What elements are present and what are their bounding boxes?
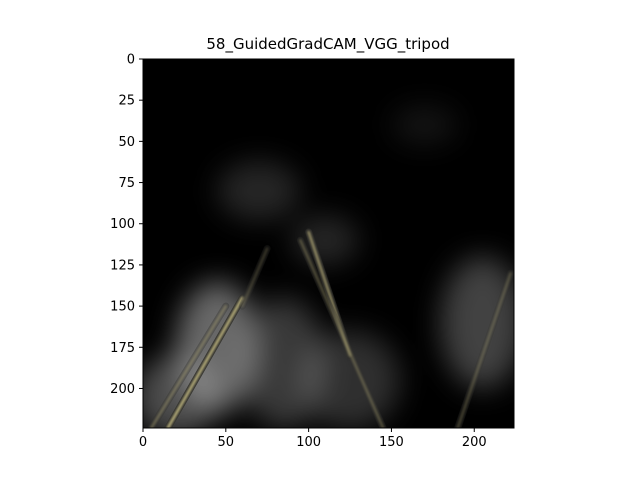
activation-region-7 xyxy=(391,105,458,145)
activation-edge-3 xyxy=(147,302,230,428)
activation-edge-2 xyxy=(164,294,246,428)
y-tick-label: 50 xyxy=(118,135,135,150)
y-tick-label: 175 xyxy=(110,341,135,356)
y-tick-label: 150 xyxy=(110,300,135,315)
chart-title: 58_GuidedGradCAM_VGG_tripod xyxy=(206,35,449,54)
activation-region-3 xyxy=(300,330,400,428)
x-tick-label: 0 xyxy=(139,435,147,450)
activation-region-6 xyxy=(292,215,359,265)
y-tick-label: 200 xyxy=(110,382,135,397)
x-tick-label: 100 xyxy=(296,435,321,450)
y-tick-label: 125 xyxy=(110,258,135,273)
y-tick-label: 0 xyxy=(127,53,135,68)
y-tick-label: 100 xyxy=(110,217,135,232)
y-axis: 0 25 50 75 100 125 150 175 200 xyxy=(110,53,143,397)
activation-region-4 xyxy=(441,256,514,389)
y-tick-label: 25 xyxy=(118,94,135,109)
x-tick-label: 50 xyxy=(218,435,235,450)
x-axis: 0 50 100 150 200 xyxy=(139,428,487,450)
activation-edge-1 xyxy=(296,236,387,428)
activation-region-5 xyxy=(217,161,301,221)
heatmap-image xyxy=(143,59,514,428)
y-tick-label: 75 xyxy=(118,176,135,191)
activation-edge-5 xyxy=(238,244,271,310)
activation-edge-layer xyxy=(147,228,514,428)
activation-edge-4 xyxy=(454,269,514,428)
plot-frame xyxy=(142,58,515,429)
x-tick-label: 200 xyxy=(462,435,487,450)
x-tick-label: 150 xyxy=(379,435,404,450)
